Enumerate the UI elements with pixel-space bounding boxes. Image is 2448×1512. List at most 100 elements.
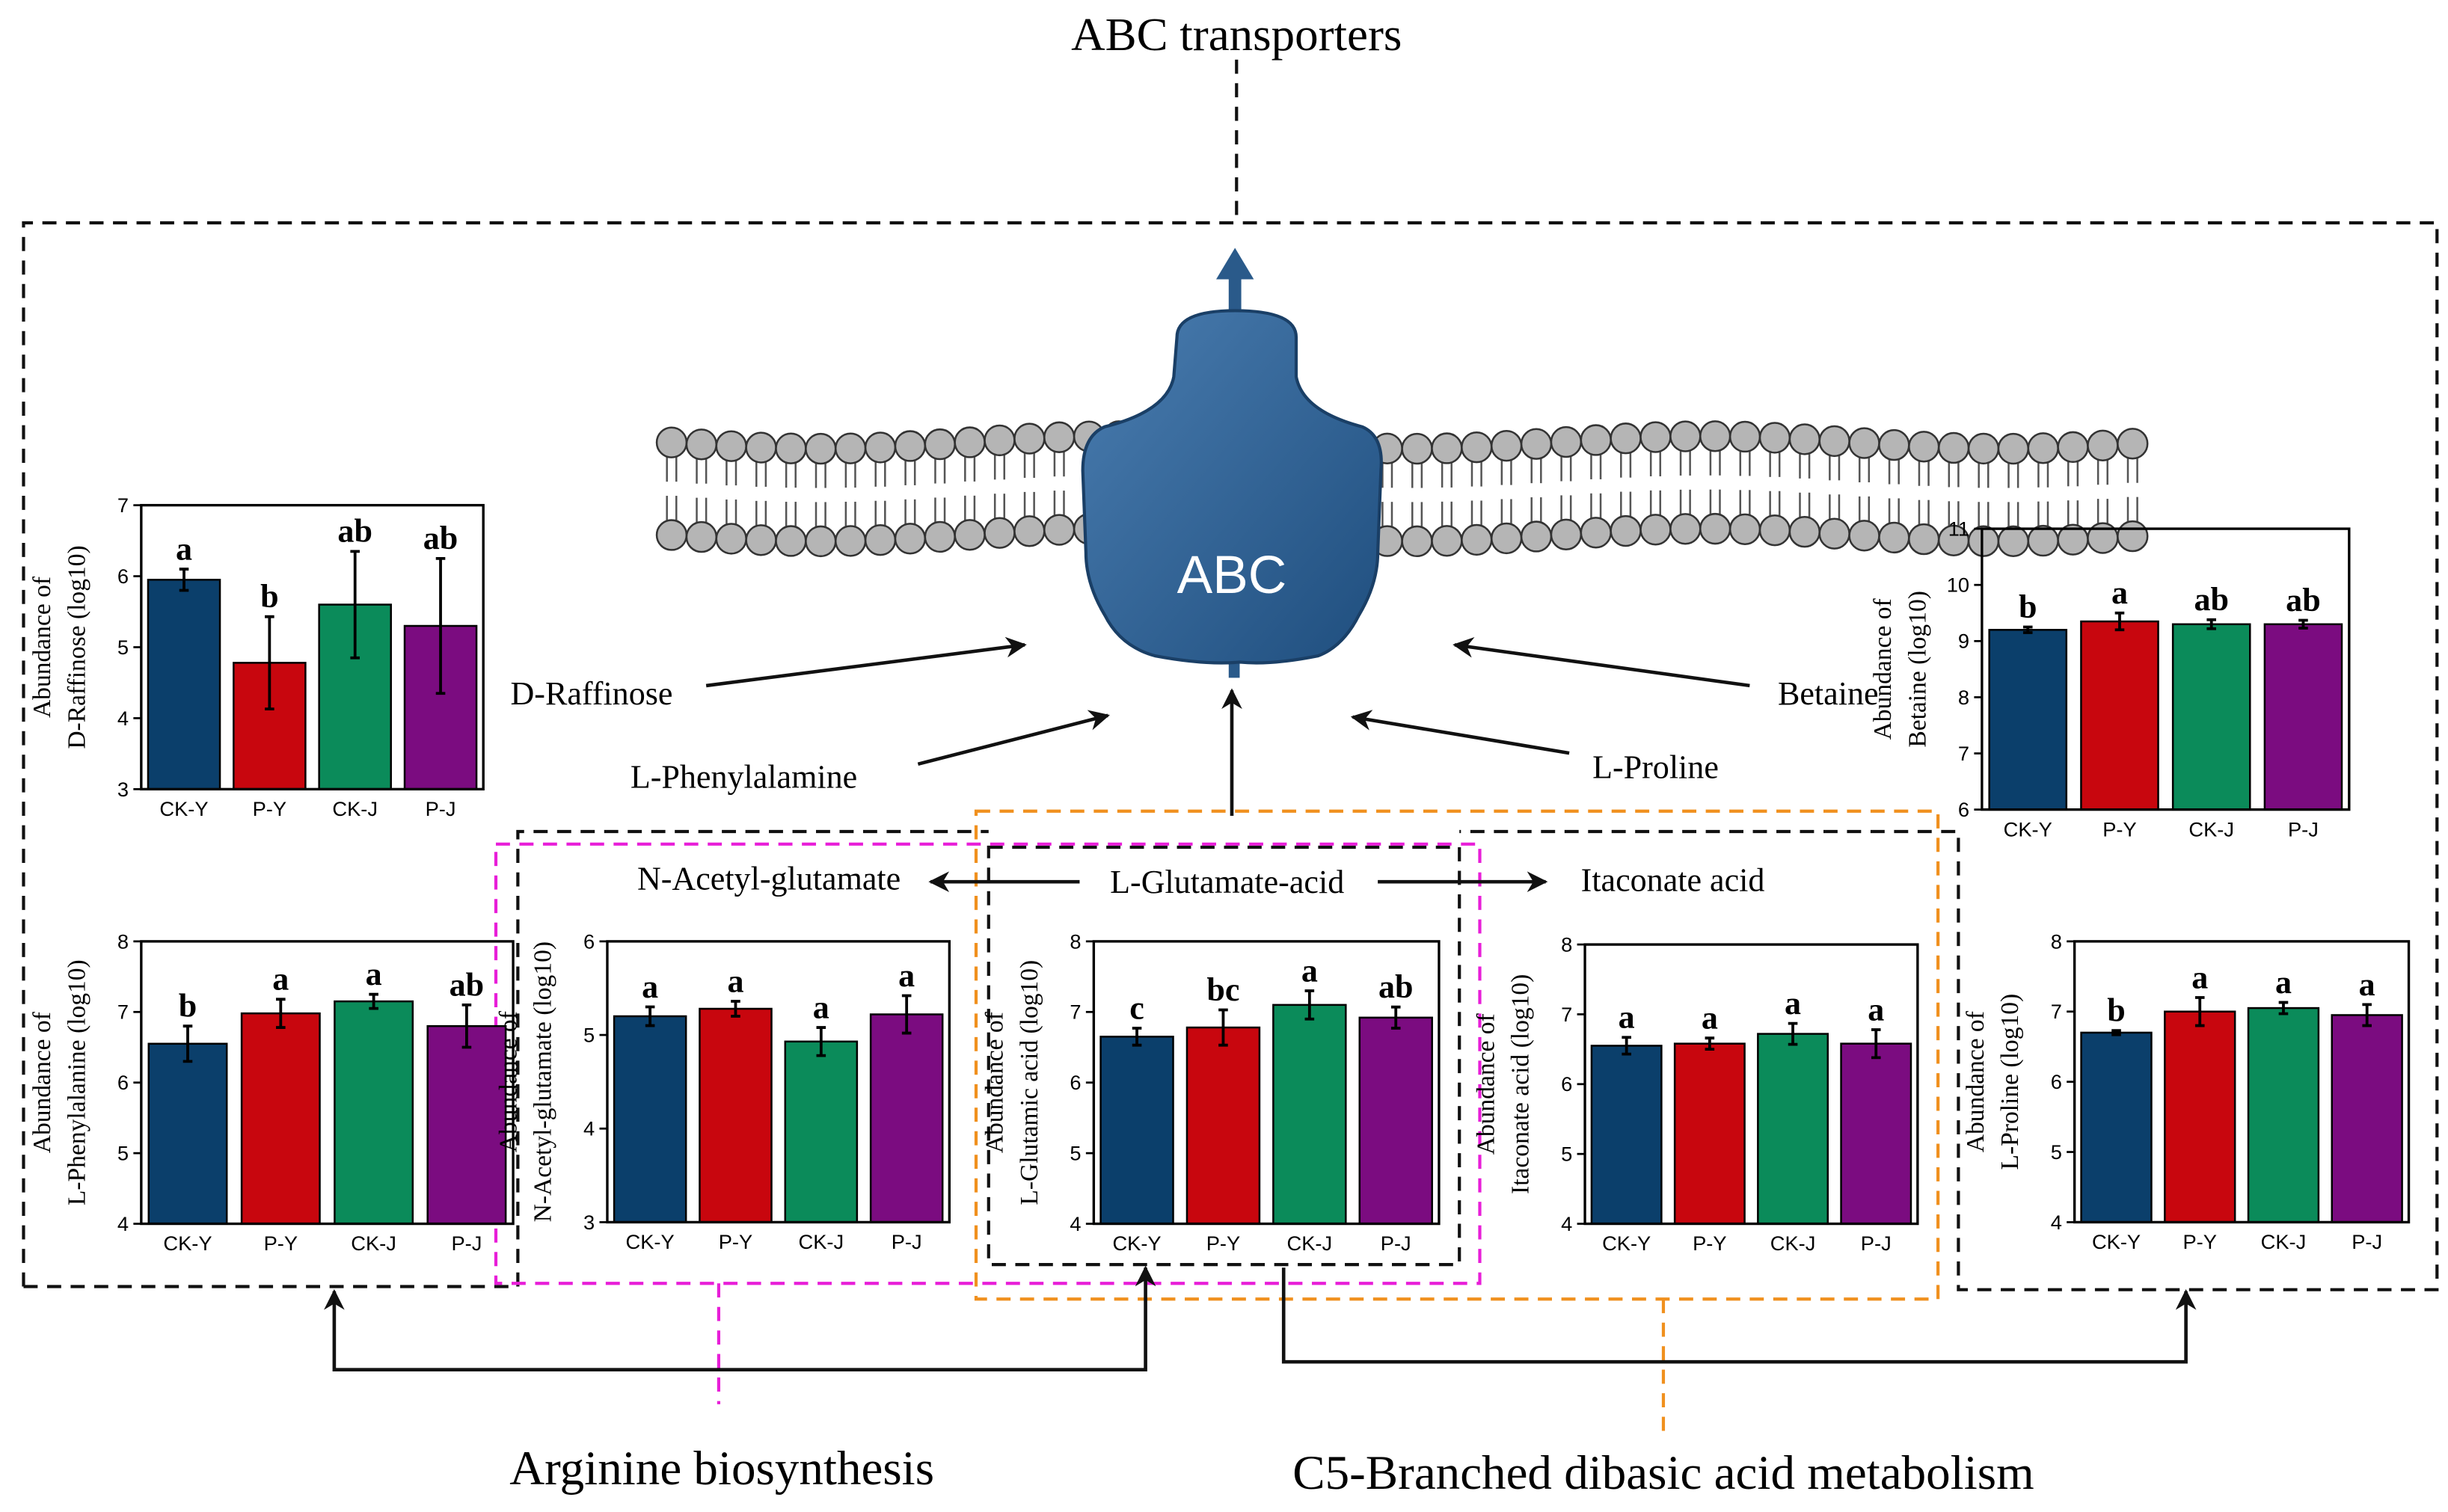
x-tick-label: P-J — [892, 1230, 922, 1253]
significance-letter: ab — [2194, 581, 2229, 618]
lipid-head — [805, 432, 837, 465]
plot-frame — [2073, 940, 2411, 1224]
y-axis-label: Abundance of — [28, 1011, 56, 1153]
y-axis-label: N-Acetyl-glutamate (log10) — [529, 941, 556, 1222]
arrow — [917, 710, 1110, 766]
x-tick-label: P-J — [1861, 1232, 1892, 1255]
y-axis-label: Abundance of — [28, 576, 56, 718]
significance-letter: a — [898, 957, 915, 994]
lipid-head — [924, 428, 956, 461]
lipid-head — [984, 424, 1016, 457]
bar — [1358, 1016, 1433, 1225]
y-tick-label: 5 — [1561, 1143, 1572, 1166]
significance-letter: a — [1785, 985, 1801, 1021]
lipid-head — [1013, 422, 1046, 455]
significance-letter: ab — [337, 513, 372, 550]
x-tick-label: P-J — [2352, 1230, 2382, 1253]
error-bar — [1132, 1027, 1142, 1047]
lipid-head — [1997, 432, 2030, 465]
bar — [2164, 1010, 2236, 1223]
bar — [1590, 1045, 1663, 1225]
y-axis-label: Abundance of — [1869, 598, 1897, 740]
metabolite: L-Proline — [1592, 749, 1719, 786]
lipid-head — [954, 519, 986, 551]
y-tick-label: 6 — [117, 565, 129, 588]
significance-letter: a — [2359, 966, 2375, 1003]
lipid-head — [1401, 432, 1433, 465]
arrow — [1350, 710, 1570, 755]
bar — [1185, 1026, 1261, 1225]
export-arrow-head — [1216, 248, 1254, 280]
bar — [2080, 620, 2159, 811]
bar — [2171, 623, 2251, 811]
pathway: Arginine biosynthesis — [509, 1442, 934, 1496]
title: ABC transporters — [1071, 8, 1402, 61]
lipid-head — [1878, 428, 1910, 461]
significance-letter: a — [1619, 999, 1635, 1036]
lipid-head — [834, 525, 867, 557]
y-tick-label: 3 — [583, 1211, 595, 1234]
x-tick-label: CK-J — [332, 797, 378, 820]
error-bar — [2022, 625, 2033, 634]
x-tick-label: P-Y — [1206, 1232, 1240, 1255]
bar — [869, 1013, 944, 1223]
lipid-head — [1550, 518, 1583, 551]
x-tick-label: CK-Y — [2004, 817, 2052, 840]
x-tick-label: P-Y — [2183, 1230, 2217, 1253]
lipid-head — [834, 432, 867, 464]
lipid-head — [1669, 513, 1702, 545]
lipid-head — [1610, 514, 1642, 547]
error-bar — [1304, 989, 1315, 1021]
lipid-head — [715, 523, 747, 555]
bar — [1988, 629, 2068, 811]
y-tick-label: 6 — [583, 929, 595, 953]
bar — [1099, 1036, 1174, 1225]
metabolite: Itaconate acid — [1581, 862, 1765, 899]
error-bar — [2278, 1001, 2289, 1015]
lipid-head — [1520, 428, 1553, 460]
lipid-head — [954, 426, 986, 458]
lipid-head — [1937, 431, 1970, 464]
lipid-head — [1908, 523, 1940, 556]
x-tick-label: CK-J — [1770, 1232, 1816, 1255]
bar — [426, 1024, 507, 1225]
lipid-head — [1461, 523, 1493, 556]
y-tick-label: 7 — [1070, 1001, 1081, 1024]
lipid-head — [1818, 517, 1850, 550]
y-tick-label: 8 — [1070, 929, 1081, 953]
error-bar — [816, 1026, 826, 1057]
lipid-head — [1639, 421, 1672, 453]
bar — [2263, 623, 2343, 811]
error-bar — [2111, 1029, 2121, 1036]
plot-frame — [606, 940, 951, 1224]
lipid-head — [1639, 514, 1672, 546]
lipid-head — [864, 523, 897, 556]
error-bar — [2298, 618, 2308, 630]
y-tick-label: 7 — [2051, 1000, 2062, 1023]
lipid-head — [894, 430, 927, 462]
lipid-head — [1788, 423, 1820, 455]
lipid-head — [1818, 425, 1850, 458]
bar — [2331, 1014, 2403, 1223]
error-bar — [350, 550, 360, 660]
significance-letter: a — [2275, 964, 2292, 1001]
bar — [147, 1042, 228, 1225]
lipid-head — [2027, 524, 2059, 557]
bar — [1272, 1004, 1347, 1225]
y-tick-label: 9 — [1958, 630, 1969, 653]
y-axis-label: Abundance of — [1962, 1010, 1990, 1152]
membrane — [655, 420, 2149, 558]
y-tick-label: 8 — [1561, 933, 1572, 956]
error-bar — [645, 1005, 655, 1027]
lipid-head — [775, 525, 807, 557]
x-tick-label: CK-Y — [1602, 1232, 1651, 1255]
lipid-head — [984, 517, 1016, 549]
protein-label: ABC — [1177, 545, 1287, 605]
significance-letter: a — [176, 530, 192, 567]
y-axis-label: L-Phenylalanine (log10) — [63, 959, 91, 1205]
y-axis-label: Abundance of — [981, 1011, 1009, 1153]
x-tick-label: P-J — [2288, 817, 2319, 840]
lipid-head — [2117, 520, 2149, 553]
lipid-head — [2057, 431, 2089, 464]
y-tick-label: 7 — [1958, 742, 1969, 765]
